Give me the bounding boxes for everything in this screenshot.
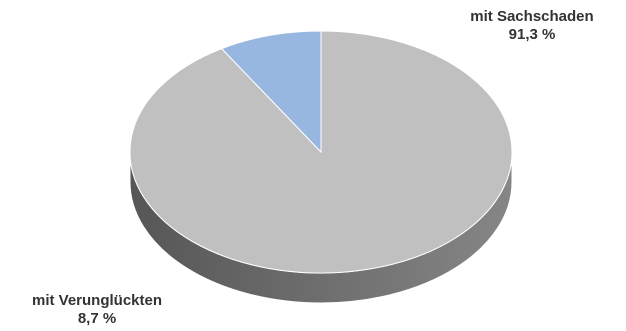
slice-label-sachschaden: mit Sachschaden 91,3 % bbox=[452, 8, 612, 44]
slice-top-1 bbox=[220, 30, 322, 154]
slice-top-0 bbox=[129, 30, 513, 274]
slice-label-verunglueckte: mit Verunglückten 8,7 % bbox=[22, 292, 172, 328]
slice-value-sachschaden: 91,3 % bbox=[508, 26, 556, 43]
slice-value-verunglueckte: 8,7 % bbox=[77, 310, 117, 327]
slice-name-sachschaden: mit Sachschaden bbox=[470, 8, 594, 25]
slice-name-verunglueckte: mit Verunglückten bbox=[31, 292, 163, 309]
